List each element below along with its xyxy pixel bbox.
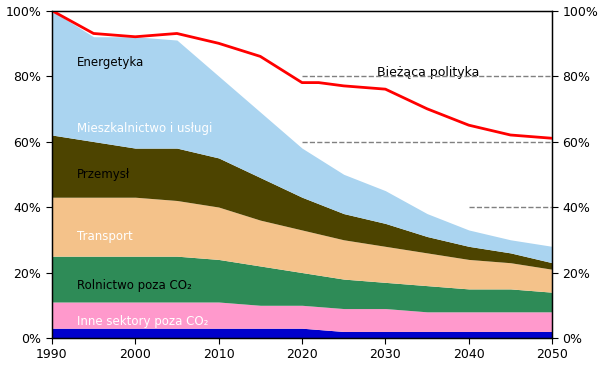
Text: Przemysł: Przemysł xyxy=(77,168,130,181)
Text: Mieszkalnictwo i usługi: Mieszkalnictwo i usługi xyxy=(77,122,212,135)
Text: Energetyka: Energetyka xyxy=(77,57,144,69)
Text: Inne sektory poza CO₂: Inne sektory poza CO₂ xyxy=(77,315,208,328)
Text: Rolnictwo poza CO₂: Rolnictwo poza CO₂ xyxy=(77,279,191,292)
Text: Transport: Transport xyxy=(77,230,133,243)
Text: Bieżąca polityka: Bieżąca polityka xyxy=(377,66,480,79)
